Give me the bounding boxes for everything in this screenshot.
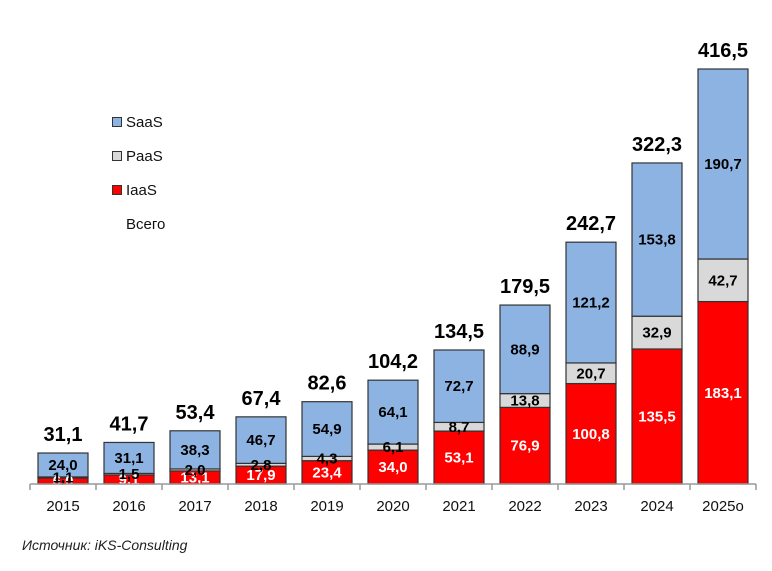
data-label-iaas-2024: 135,5 — [638, 408, 676, 425]
data-label-saas-2015: 24,0 — [48, 457, 77, 474]
bar-segment-saas-2019 — [301, 401, 353, 457]
x-tick-label-2019: 2019 — [310, 498, 343, 515]
bar-segment-iaas-2025o — [697, 300, 749, 485]
data-label-paas-2017: 2,0 — [185, 462, 206, 479]
data-label-iaas-2021: 53,1 — [444, 450, 473, 467]
data-label-iaas-2017: 13,1 — [180, 469, 209, 486]
x-tick-label-2024: 2024 — [640, 498, 673, 515]
bar-segment-saas-2023 — [565, 241, 617, 364]
total-label-2018: 67,4 — [242, 388, 282, 410]
legend: SaaS PaaS IaaS Всего — [112, 105, 165, 241]
bar-segment-paas-2025o — [697, 258, 749, 303]
data-label-paas-2018: 2,8 — [251, 457, 272, 474]
data-label-saas-2019: 54,9 — [312, 421, 341, 438]
data-label-saas-2025o: 190,7 — [704, 156, 742, 173]
data-label-saas-2023: 121,2 — [572, 295, 610, 312]
data-label-saas-2022: 88,9 — [510, 341, 539, 358]
x-tick-label-2020: 2020 — [376, 498, 409, 515]
data-label-iaas-2019: 23,4 — [312, 464, 342, 481]
legend-item-paas: PaaS — [112, 139, 165, 173]
bar-segment-saas-2022 — [499, 304, 551, 395]
data-label-saas-2024: 153,8 — [638, 232, 676, 249]
legend-label-total: Всего — [126, 215, 166, 233]
bar-segment-saas-2025o — [697, 68, 749, 260]
bar-segment-saas-2024 — [631, 162, 683, 317]
x-tick-label-2018: 2018 — [244, 498, 277, 515]
data-label-iaas-2020: 34,0 — [378, 459, 407, 476]
data-label-paas-2019: 4,3 — [317, 451, 338, 468]
total-label-2021: 134,5 — [434, 321, 484, 343]
legend-swatch-saas — [112, 117, 122, 127]
x-tick-label-2017: 2017 — [178, 498, 211, 515]
total-label-2015: 31,1 — [44, 424, 83, 446]
total-label-2024: 322,3 — [632, 134, 682, 156]
data-label-iaas-2018: 17,9 — [246, 467, 275, 484]
legend-item-total: Всего — [112, 207, 165, 241]
data-label-paas-2021: 8,7 — [449, 419, 470, 436]
x-tick-label-2016: 2016 — [112, 498, 145, 515]
data-label-iaas-2015: 6,0 — [53, 473, 74, 490]
bar-segment-iaas-2023 — [565, 382, 617, 485]
x-tick-label-2022: 2022 — [508, 498, 541, 515]
legend-item-iaas: IaaS — [112, 173, 165, 207]
bar-segment-saas-2015 — [37, 452, 89, 478]
x-axis: 2015 2016 2017 2018 2019 2020 2021 2022 2023 2024… — [29, 483, 757, 515]
data-label-paas-2023: 20,7 — [576, 365, 605, 382]
bar-segment-saas-2017 — [169, 430, 221, 470]
data-label-saas-2020: 64,1 — [378, 404, 407, 421]
bar-segment-iaas-2024 — [631, 348, 683, 485]
legend-label-saas: SaaS — [126, 113, 163, 131]
bar-segment-saas-2021 — [433, 349, 485, 424]
legend-label-paas: PaaS — [126, 147, 163, 165]
total-label-2017: 53,4 — [176, 402, 216, 424]
data-label-paas-2016: 1,5 — [119, 466, 140, 483]
data-label-saas-2018: 46,7 — [246, 432, 275, 449]
bars-layer — [37, 68, 749, 485]
legend-swatch-total — [112, 219, 122, 229]
data-label-paas-2024: 32,9 — [642, 325, 671, 342]
bar-segment-saas-2020 — [367, 379, 419, 445]
x-tick-label-2025o: 2025o — [702, 498, 744, 515]
bar-segment-iaas-2021 — [433, 430, 485, 485]
data-label-saas-2021: 72,7 — [444, 378, 473, 395]
legend-swatch-iaas — [112, 185, 122, 195]
bar-segment-saas-2016 — [103, 441, 155, 475]
bar-segment-iaas-2022 — [499, 406, 551, 485]
legend-label-iaas: IaaS — [126, 181, 157, 199]
total-label-2023: 242,7 — [566, 213, 616, 235]
data-label-iaas-2023: 100,8 — [572, 426, 610, 443]
data-label-paas-2022: 13,8 — [510, 393, 539, 410]
data-label-paas-2025o: 42,7 — [708, 272, 737, 289]
total-label-2025o: 416,5 — [698, 40, 748, 62]
x-tick-label-2015: 2015 — [46, 498, 79, 515]
x-tick-label-2023: 2023 — [574, 498, 607, 515]
data-label-iaas-2025o: 183,1 — [704, 385, 742, 402]
x-tick-label-2021: 2021 — [442, 498, 475, 515]
source-note: Источник: iKS-Consulting — [22, 537, 188, 553]
bar-segment-saas-2018 — [235, 416, 287, 464]
legend-swatch-paas — [112, 151, 122, 161]
total-label-2019: 82,6 — [308, 373, 347, 395]
total-label-2020: 104,2 — [368, 351, 418, 373]
data-label-saas-2017: 38,3 — [180, 442, 209, 459]
data-label-iaas-2022: 76,9 — [510, 438, 539, 455]
data-label-paas-2020: 6,1 — [383, 439, 404, 456]
legend-item-saas: SaaS — [112, 105, 165, 139]
bar-segment-paas-2024 — [631, 315, 683, 350]
data-label-saas-2016: 31,1 — [114, 450, 143, 467]
total-label-2022: 179,5 — [500, 276, 550, 298]
data-label-paas-2015: 1,1 — [53, 469, 74, 486]
total-label-2016: 41,7 — [110, 413, 149, 435]
